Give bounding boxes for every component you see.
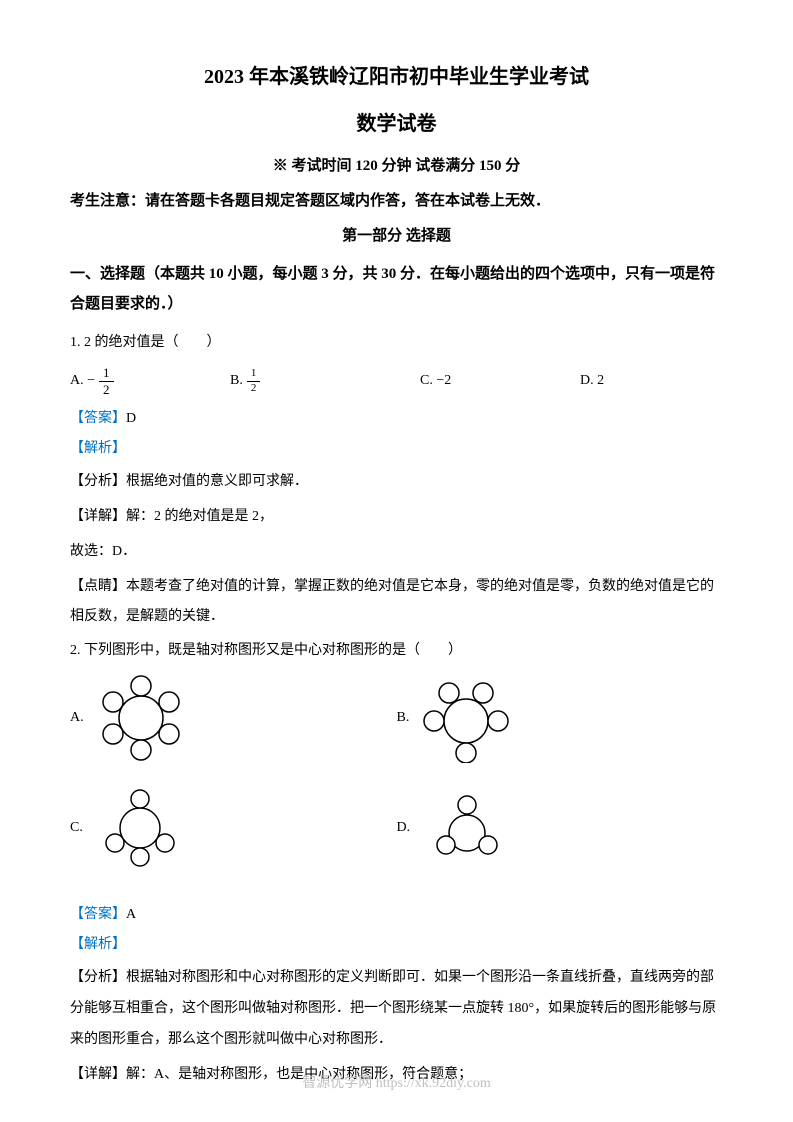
q2-option-c: C. xyxy=(70,783,397,873)
q1-answer: 【答案】D xyxy=(70,407,723,427)
section-title: 第一部分 选择题 xyxy=(70,224,723,245)
q2-figure-c-icon xyxy=(95,783,185,873)
q2-explain-label: 【解析】 xyxy=(70,933,723,953)
q1-option-d: D. 2 xyxy=(580,365,700,397)
page-footer: 智源优学网 https://xk.92diy.com xyxy=(0,1072,793,1092)
q2-stem: 2. 下列图形中，既是轴对称图形又是中心对称图形的是（ ） xyxy=(70,637,723,665)
q2-option-b-label: B. xyxy=(397,710,410,726)
q1-analysis: 【分析】根据绝对值的意义即可求解． xyxy=(70,467,723,498)
answer-bracket: 【答案】 xyxy=(70,907,126,922)
q1-option-b: B. 1 2 xyxy=(230,365,420,397)
q2-option-d: D. xyxy=(397,783,724,873)
q2-option-b: B. xyxy=(397,673,724,763)
q2-answer-value: A xyxy=(126,907,136,922)
q1-a-denominator: 2 xyxy=(99,382,114,398)
q1-conclusion: 故选：D． xyxy=(70,537,723,568)
q2-figure-d-icon xyxy=(422,783,512,873)
q2-figure-options: A. B. C. D. xyxy=(70,673,723,893)
answer-bracket: 【答案】 xyxy=(70,411,126,426)
q1-explain-label: 【解析】 xyxy=(70,437,723,457)
q2-answer: 【答案】A xyxy=(70,903,723,923)
exam-title: 2023 年本溪铁岭辽阳市初中毕业生学业考试 xyxy=(70,60,723,89)
section-description: 一、选择题（本题共 10 小题，每小题 3 分，共 30 分．在每小题给出的四个… xyxy=(70,259,723,319)
q1-options: A. − 1 2 B. 1 2 C. −2 D. 2 xyxy=(70,365,723,397)
q1-point: 【点睛】本题考查了绝对值的计算，掌握正数的绝对值是它本身，零的绝对值是零，负数的… xyxy=(70,572,723,634)
q1-option-a-label: A. − xyxy=(70,373,95,389)
q2-option-c-label: C. xyxy=(70,820,83,836)
exam-info: ※ 考试时间 120 分钟 试卷满分 150 分 xyxy=(70,154,723,175)
q1-b-denominator: 2 xyxy=(247,382,261,395)
q1-option-a: A. − 1 2 xyxy=(70,365,230,397)
fraction-icon: 1 2 xyxy=(99,365,114,397)
q1-option-b-label: B. xyxy=(230,373,243,389)
q2-option-a: A. xyxy=(70,673,397,763)
q1-a-numerator: 1 xyxy=(99,365,114,382)
exam-subject: 数学试卷 xyxy=(70,107,723,136)
q1-answer-value: D xyxy=(126,411,136,426)
fraction-icon: 1 2 xyxy=(247,367,261,394)
q1-detail: 【详解】解：2 的绝对值是是 2， xyxy=(70,502,723,533)
q1-stem: 1. 2 的绝对值是（ ） xyxy=(70,329,723,357)
q2-figure-b-icon xyxy=(421,673,511,763)
q1-b-numerator: 1 xyxy=(247,367,261,381)
q2-option-d-label: D. xyxy=(397,820,411,836)
q2-figure-a-icon xyxy=(96,673,186,763)
q1-option-c: C. −2 xyxy=(420,365,580,397)
q2-analysis: 【分析】根据轴对称图形和中心对称图形的定义判断即可．如果一个图形沿一条直线折叠，… xyxy=(70,963,723,1055)
exam-notice: 考生注意：请在答题卡各题目规定答题区域内作答，答在本试卷上无效． xyxy=(70,189,723,210)
q2-option-a-label: A. xyxy=(70,710,84,726)
